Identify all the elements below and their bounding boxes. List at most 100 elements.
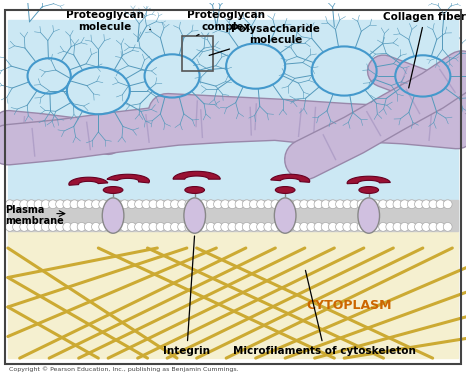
Ellipse shape	[275, 186, 295, 193]
Circle shape	[249, 222, 258, 231]
Circle shape	[13, 222, 21, 231]
Circle shape	[27, 222, 36, 231]
Circle shape	[178, 200, 187, 209]
Circle shape	[386, 222, 395, 231]
Circle shape	[41, 200, 50, 209]
Polygon shape	[271, 174, 310, 182]
Circle shape	[429, 222, 438, 231]
Circle shape	[55, 222, 64, 231]
Circle shape	[365, 200, 373, 209]
Circle shape	[106, 200, 115, 209]
Circle shape	[292, 200, 301, 209]
Ellipse shape	[185, 186, 204, 193]
Circle shape	[314, 222, 323, 231]
Polygon shape	[173, 171, 220, 179]
Circle shape	[120, 200, 129, 209]
Circle shape	[171, 222, 179, 231]
Text: Plasma
membrane: Plasma membrane	[5, 205, 64, 226]
Circle shape	[84, 200, 93, 209]
Circle shape	[271, 222, 280, 231]
Circle shape	[142, 200, 151, 209]
Circle shape	[407, 222, 416, 231]
Circle shape	[135, 222, 144, 231]
Circle shape	[77, 200, 86, 209]
Circle shape	[199, 200, 208, 209]
Text: Proteoglycan
molecule: Proteoglycan molecule	[66, 10, 150, 31]
Circle shape	[235, 222, 244, 231]
Circle shape	[27, 200, 36, 209]
Circle shape	[199, 222, 208, 231]
Circle shape	[192, 200, 201, 209]
Circle shape	[407, 200, 416, 209]
Circle shape	[400, 222, 409, 231]
Circle shape	[5, 200, 14, 209]
Circle shape	[343, 200, 352, 209]
Circle shape	[221, 200, 229, 209]
Circle shape	[264, 222, 273, 231]
Circle shape	[393, 200, 402, 209]
Circle shape	[206, 222, 215, 231]
Circle shape	[307, 222, 316, 231]
Circle shape	[256, 200, 265, 209]
Circle shape	[48, 222, 57, 231]
Circle shape	[443, 200, 452, 209]
Circle shape	[400, 200, 409, 209]
Circle shape	[156, 222, 165, 231]
Circle shape	[221, 222, 229, 231]
Circle shape	[357, 200, 366, 209]
Circle shape	[436, 222, 445, 231]
Circle shape	[249, 200, 258, 209]
Circle shape	[171, 200, 179, 209]
Circle shape	[178, 222, 187, 231]
Text: Integrin: Integrin	[164, 236, 210, 356]
Text: Microfilaments of cytoskeleton: Microfilaments of cytoskeleton	[233, 270, 416, 356]
Polygon shape	[347, 176, 390, 184]
Circle shape	[135, 200, 144, 209]
Circle shape	[41, 222, 50, 231]
Circle shape	[206, 200, 215, 209]
Circle shape	[156, 200, 165, 209]
Circle shape	[164, 200, 172, 209]
Circle shape	[77, 222, 86, 231]
Circle shape	[336, 200, 345, 209]
Circle shape	[350, 222, 359, 231]
Ellipse shape	[184, 198, 206, 233]
Circle shape	[415, 200, 423, 209]
Circle shape	[128, 222, 137, 231]
Circle shape	[99, 222, 108, 231]
Text: Collagen fiber: Collagen fiber	[383, 12, 466, 88]
Ellipse shape	[103, 186, 123, 193]
Ellipse shape	[102, 198, 124, 233]
Circle shape	[128, 200, 137, 209]
Circle shape	[235, 200, 244, 209]
Circle shape	[386, 200, 395, 209]
Circle shape	[48, 200, 57, 209]
Circle shape	[328, 222, 337, 231]
Circle shape	[149, 222, 158, 231]
Circle shape	[113, 222, 122, 231]
Circle shape	[63, 222, 72, 231]
Circle shape	[379, 222, 388, 231]
Circle shape	[336, 222, 345, 231]
Circle shape	[422, 200, 430, 209]
Circle shape	[63, 200, 72, 209]
Circle shape	[285, 222, 294, 231]
Bar	[182, 36, 213, 71]
Circle shape	[256, 222, 265, 231]
Circle shape	[393, 222, 402, 231]
Circle shape	[264, 200, 273, 209]
Circle shape	[99, 200, 108, 209]
Circle shape	[379, 200, 388, 209]
Circle shape	[20, 200, 28, 209]
Circle shape	[13, 200, 21, 209]
Circle shape	[328, 200, 337, 209]
Circle shape	[271, 200, 280, 209]
Circle shape	[214, 222, 222, 231]
Circle shape	[415, 222, 423, 231]
Circle shape	[314, 200, 323, 209]
Circle shape	[350, 200, 359, 209]
Circle shape	[142, 222, 151, 231]
Circle shape	[214, 200, 222, 209]
Text: Polysaccharide
molecule: Polysaccharide molecule	[209, 24, 320, 55]
Circle shape	[34, 222, 43, 231]
